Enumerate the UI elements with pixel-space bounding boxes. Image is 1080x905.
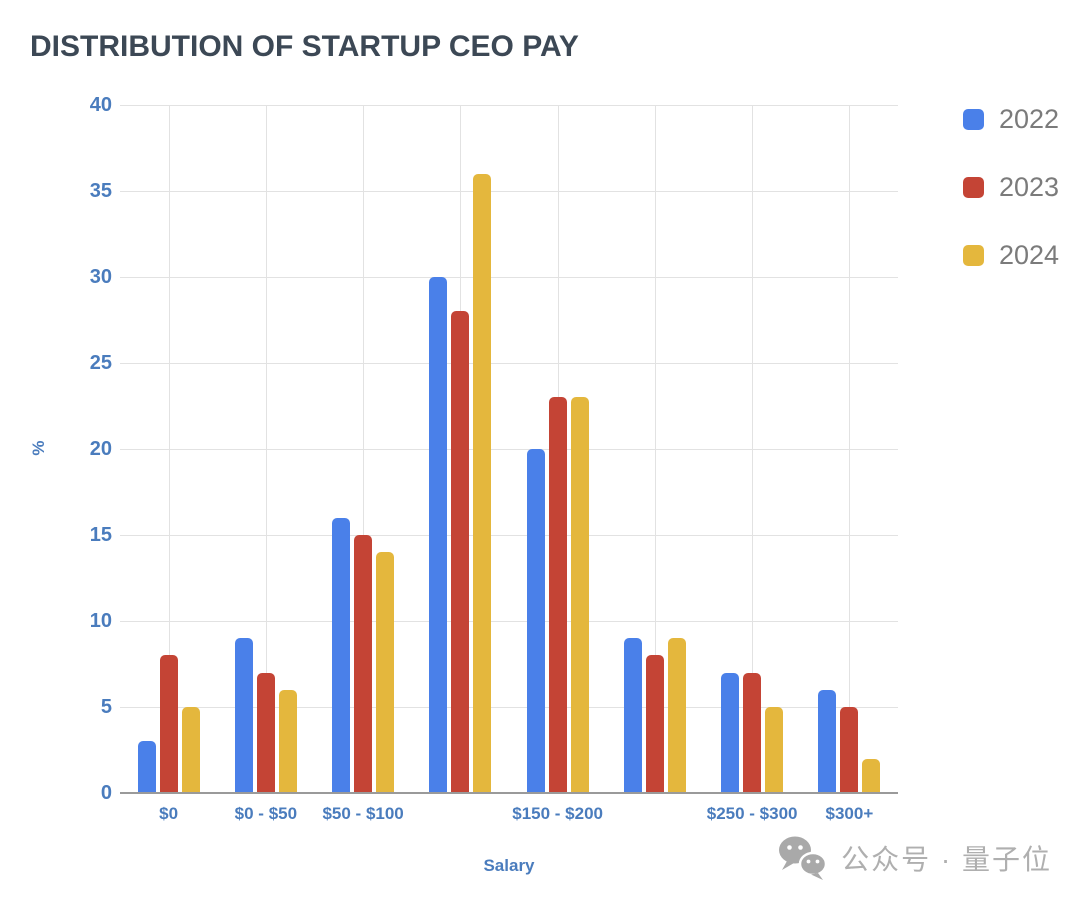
- legend-item-2024[interactable]: 2024: [963, 240, 1059, 271]
- wechat-icon: [779, 836, 828, 880]
- bar-2022-$0[interactable]: [137, 741, 156, 793]
- legend-swatch: [963, 177, 984, 198]
- legend-label: 2023: [999, 172, 1060, 202]
- gridline-vertical: [265, 105, 267, 793]
- x-axis-baseline: [120, 792, 898, 794]
- x-category-label: $250 - $300: [706, 804, 798, 823]
- watermark: 公众号 · 量子位: [777, 835, 1052, 881]
- legend-item-2022[interactable]: 2022: [963, 104, 1059, 135]
- bar-2023-$300+[interactable]: [840, 707, 859, 793]
- gridline: [120, 362, 898, 364]
- legend-item-2023[interactable]: 2023: [963, 172, 1059, 203]
- bar-2022-$0 - $50[interactable]: [234, 638, 253, 793]
- y-tick-label: 40: [89, 94, 112, 116]
- x-axis-title: Salary: [483, 856, 535, 875]
- bar-2024-$50 - $100[interactable]: [376, 552, 395, 793]
- bar-2022-$50 - $100[interactable]: [332, 517, 351, 793]
- bar-2024-group4[interactable]: [473, 173, 492, 793]
- bar-2022-group6[interactable]: [623, 638, 642, 793]
- x-category-label: $0 - $50: [234, 804, 298, 823]
- y-tick-label: 0: [100, 782, 112, 804]
- y-tick-label: 25: [89, 352, 112, 374]
- chart-title: DISTRIBUTION OF STARTUP CEO PAY: [30, 30, 579, 63]
- legend-label: 2024: [999, 240, 1060, 270]
- bar-2023-$50 - $100[interactable]: [354, 535, 373, 793]
- y-tick-label: 10: [89, 610, 112, 632]
- gridline: [120, 448, 898, 450]
- y-tick-label: 20: [89, 438, 112, 460]
- gridline: [120, 104, 898, 106]
- legend: 2022 2023 2024: [963, 104, 1059, 308]
- gridline-vertical: [654, 105, 656, 793]
- legend-swatch: [963, 245, 984, 266]
- gridline-vertical: [363, 105, 365, 793]
- bar-2024-$0[interactable]: [181, 707, 200, 793]
- bar-2023-$0[interactable]: [159, 655, 178, 793]
- x-axis: $0 $0 - $50 $50 - $100 $150 - $200 $250 - $3…: [120, 804, 898, 828]
- bar-2024-$0 - $50[interactable]: [278, 689, 297, 793]
- legend-swatch: [963, 109, 984, 130]
- bar-2022-$150 - $200[interactable]: [526, 449, 545, 793]
- bar-2023-$150 - $200[interactable]: [548, 397, 567, 793]
- y-tick-label: 15: [89, 524, 112, 546]
- bar-2024-$250 - $300[interactable]: [765, 707, 784, 793]
- bar-2022-$300+[interactable]: [818, 689, 837, 793]
- bar-2024-$300+[interactable]: [862, 758, 881, 793]
- x-category-label: $150 - $200: [512, 804, 603, 823]
- bar-2024-$150 - $200[interactable]: [570, 397, 589, 793]
- gridline-vertical: [849, 105, 851, 793]
- x-category-label: $0: [159, 804, 179, 823]
- gridline: [120, 276, 898, 278]
- bar-2023-group6[interactable]: [645, 655, 664, 793]
- gridline: [120, 620, 898, 622]
- gridline-vertical: [752, 105, 754, 793]
- bar-2023-$250 - $300[interactable]: [743, 672, 762, 793]
- y-axis: 0 5 10 15 20 25 30 35 40: [8, 94, 112, 804]
- bar-2022-group4[interactable]: [429, 277, 448, 793]
- y-tick-label: 35: [89, 180, 112, 202]
- y-tick-label: 5: [100, 696, 112, 718]
- x-category-label: $300+: [825, 804, 874, 823]
- legend-label: 2022: [999, 104, 1060, 134]
- gridline-vertical: [168, 105, 170, 793]
- bar-2024-group6[interactable]: [667, 638, 686, 793]
- gridline: [120, 706, 898, 708]
- bar-2023-$0 - $50[interactable]: [256, 672, 275, 793]
- gridline: [120, 190, 898, 192]
- bar-2022-$250 - $300[interactable]: [721, 672, 740, 793]
- gridline: [120, 534, 898, 536]
- watermark-text: 公众号 · 量子位: [841, 844, 1052, 875]
- plot-area: [120, 104, 898, 794]
- bar-2023-group4[interactable]: [451, 311, 470, 793]
- y-tick-label: 30: [89, 266, 112, 288]
- x-category-label: $50 - $100: [322, 804, 404, 823]
